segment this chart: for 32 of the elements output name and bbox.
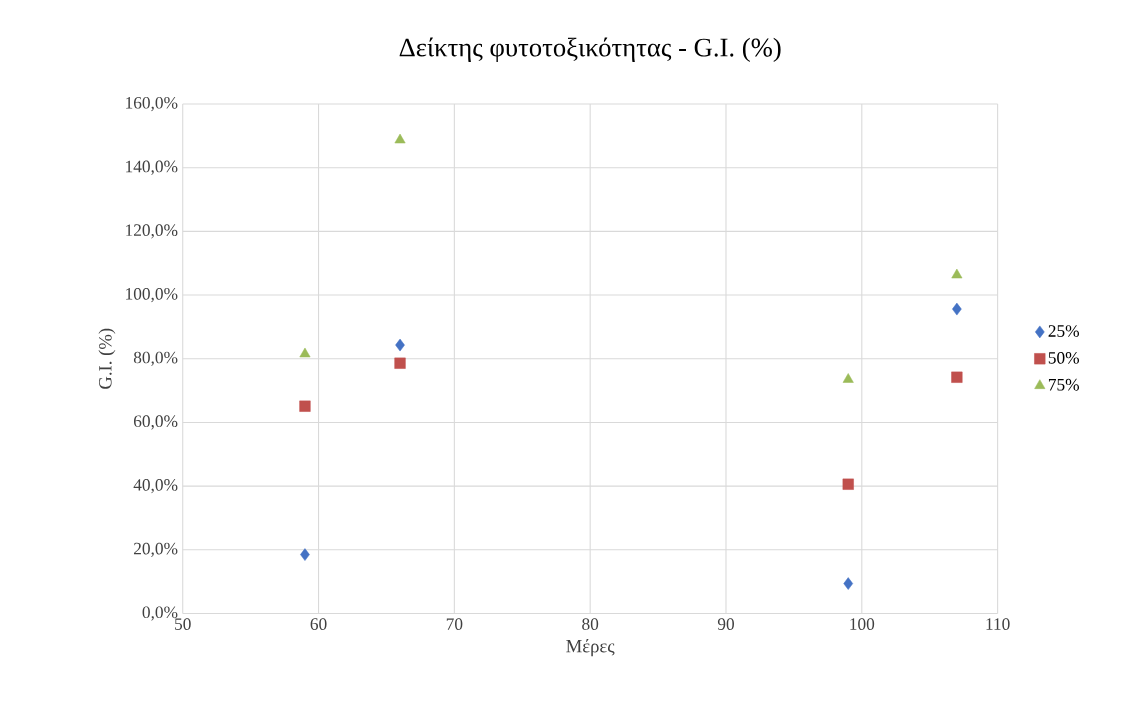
point [952, 303, 962, 316]
point [394, 133, 406, 144]
point [951, 371, 963, 384]
x-tick-label: 60 [310, 618, 327, 631]
legend-label: 50% [1048, 352, 1079, 364]
point [842, 373, 854, 383]
point [300, 548, 310, 562]
point [842, 478, 854, 491]
x-tick-label: 100 [850, 618, 875, 631]
legend-label: 75% [1048, 379, 1079, 391]
y-tick-label: 80,0% [133, 351, 178, 367]
point [843, 577, 853, 591]
point [299, 347, 311, 358]
x-axis-title: Μέρες [566, 639, 615, 657]
y-axis-title: G.I. (%) [98, 328, 116, 390]
y-tick-label: 160,0% [126, 97, 178, 112]
point [951, 268, 963, 279]
point [299, 400, 311, 413]
chart-title: Δείκτης φυτοτοξικότητας - G.I. (%) [399, 37, 781, 63]
y-tick-label: 40,0% [133, 479, 178, 494]
x-tick-label: 70 [446, 618, 463, 631]
x-tick-label: 90 [717, 618, 734, 631]
y-tick-label: 120,0% [126, 224, 178, 239]
y-tick-label: 140,0% [126, 160, 178, 176]
y-tick-label: 60,0% [133, 415, 178, 430]
y-tick-label: 100,0% [126, 288, 178, 303]
x-tick-label: 80 [582, 618, 599, 631]
y-tick-label: 20,0% [133, 542, 178, 558]
point [395, 339, 405, 352]
legend-label: 25% [1048, 325, 1079, 338]
x-tick-label: 110 [986, 618, 1010, 631]
point [394, 357, 406, 370]
